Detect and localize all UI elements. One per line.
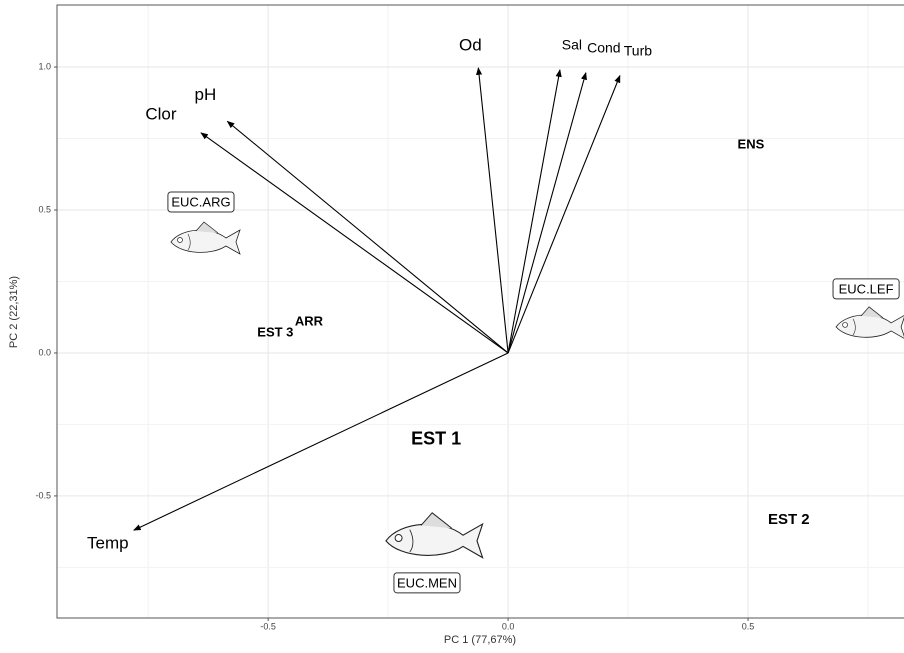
loading-label: Od — [459, 35, 482, 54]
x-tick-label: 0.5 — [742, 621, 755, 631]
loading-arrow — [227, 121, 508, 353]
y-axis-title: PC 2 (22,31%) — [8, 276, 20, 348]
species-label: EUC.MEN — [397, 575, 457, 590]
loading-label: Temp — [87, 534, 129, 553]
loading-label: Turb — [624, 42, 652, 58]
x-axis-title: PC 1 (77,67%) — [444, 634, 516, 646]
y-tick-label: -0.5 — [35, 490, 51, 500]
site-label: EST 3 — [257, 324, 293, 339]
fish-icon — [836, 307, 904, 339]
fish-eye — [843, 322, 848, 327]
site-label: EST 2 — [768, 511, 810, 528]
site-label: EST 1 — [411, 429, 461, 449]
y-tick-label: 0.5 — [38, 204, 51, 214]
x-tick-label: 0.0 — [502, 621, 515, 631]
site-label: ENS — [738, 137, 765, 152]
chart: PC 1 (77,67%) PC 2 (22,31%) -0.5 0.0 0.5 -0… — [0, 0, 904, 648]
species-label: EUC.ARG — [171, 194, 230, 209]
loading-arrow — [508, 73, 586, 353]
x-tick-label: -0.5 — [260, 621, 276, 631]
loading-label: Cond — [587, 39, 620, 55]
loading-label: pH — [194, 85, 216, 104]
fish-eye — [177, 237, 182, 242]
loading-label: Sal — [562, 37, 582, 53]
y-tick-label: 1.0 — [38, 61, 51, 71]
fish-icon — [386, 513, 483, 558]
fish-eye — [395, 535, 402, 542]
y-tick-label: 0.0 — [38, 347, 51, 357]
loading-arrow — [508, 76, 620, 353]
loading-label: Clor — [145, 104, 177, 123]
loading-arrow — [508, 70, 560, 353]
fish-icon — [171, 222, 240, 254]
site-label: ARR — [295, 314, 324, 329]
loading-arrow — [201, 133, 508, 353]
species-label: EUC.LEF — [839, 281, 894, 296]
page: {"chart_data": {"type": "biplot", "x_lab… — [0, 0, 904, 653]
